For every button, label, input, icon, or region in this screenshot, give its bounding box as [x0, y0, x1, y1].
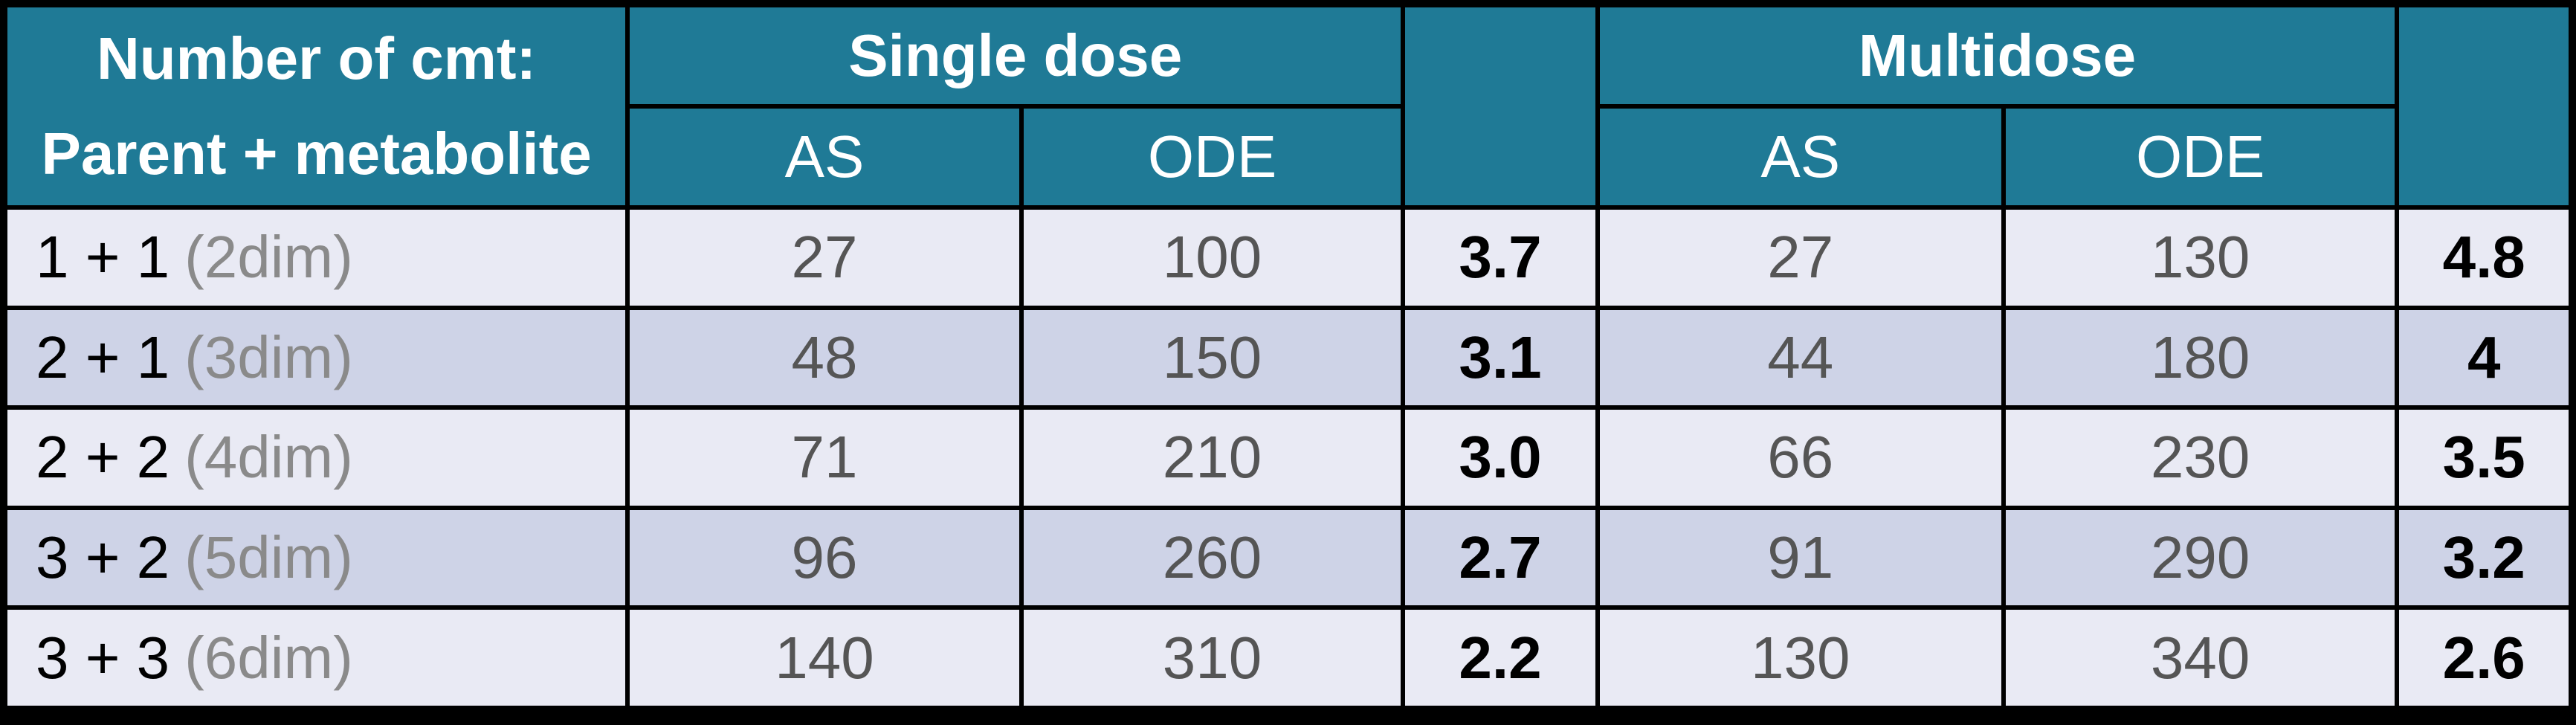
- row-label-dim-note: (3dim): [184, 323, 353, 390]
- row-label-dim-note: (4dim): [184, 424, 353, 491]
- cell-single-ratio: 3.0: [1405, 410, 1595, 506]
- header-group-single-dose: Single dose: [630, 7, 1401, 104]
- cell-multi-as: 27: [1599, 210, 2001, 306]
- cell-multi-ratio: 2.6: [2399, 610, 2569, 706]
- cell-single-ode: 100: [1023, 210, 1401, 306]
- cell-multi-ode: 340: [2005, 610, 2395, 706]
- results-table: Number of cmt: Parent + metabolite Singl…: [7, 7, 2569, 706]
- row-label: 3 + 2 (5dim): [7, 509, 626, 606]
- cell-single-ode: 260: [1023, 509, 1401, 606]
- header-single-ratio-blank: [1405, 7, 1595, 205]
- cell-multi-ode: 230: [2005, 410, 2395, 506]
- cell-multi-ratio: 3.5: [2399, 410, 2569, 506]
- cell-single-as: 48: [630, 309, 1019, 406]
- row-label: 1 + 1 (2dim): [7, 210, 626, 306]
- row-label: 2 + 1 (3dim): [7, 309, 626, 406]
- header-number-of-cmt: Number of cmt: Parent + metabolite: [7, 7, 626, 205]
- header-line-2: Parent + metabolite: [41, 120, 592, 187]
- cell-single-ode: 310: [1023, 610, 1401, 706]
- cell-multi-ratio: 4: [2399, 309, 2569, 406]
- row-label-cmt: 1 + 1: [36, 224, 170, 291]
- subheader-multi-ode: ODE: [2005, 109, 2395, 205]
- cell-multi-ode: 180: [2005, 309, 2395, 406]
- cell-single-as: 140: [630, 610, 1019, 706]
- cell-single-ratio: 3.1: [1405, 309, 1595, 406]
- cell-multi-as: 91: [1599, 509, 2001, 606]
- row-label-cmt: 3 + 2: [36, 524, 170, 591]
- cell-multi-as: 66: [1599, 410, 2001, 506]
- header-line-1: Number of cmt:: [97, 25, 537, 91]
- row-label-dim-note: (2dim): [184, 224, 353, 291]
- header-multi-ratio-blank: [2399, 7, 2569, 205]
- row-label: 2 + 2 (4dim): [7, 410, 626, 506]
- header-group-multidose: Multidose: [1599, 7, 2395, 104]
- cell-multi-ode: 290: [2005, 509, 2395, 606]
- subheader-single-as: AS: [630, 109, 1019, 205]
- subheader-multi-as: AS: [1599, 109, 2001, 205]
- cell-single-ode: 150: [1023, 309, 1401, 406]
- cell-single-ratio: 2.2: [1405, 610, 1595, 706]
- row-label-dim-note: (6dim): [184, 624, 353, 691]
- cell-single-ratio: 3.7: [1405, 210, 1595, 306]
- row-label-dim-note: (5dim): [184, 524, 353, 591]
- cell-single-as: 27: [630, 210, 1019, 306]
- row-label-cmt: 2 + 2: [36, 424, 170, 491]
- cell-multi-ode: 130: [2005, 210, 2395, 306]
- cell-multi-ratio: 4.8: [2399, 210, 2569, 306]
- cell-multi-as: 130: [1599, 610, 2001, 706]
- cell-multi-as: 44: [1599, 309, 2001, 406]
- cell-single-ode: 210: [1023, 410, 1401, 506]
- row-label: 3 + 3 (6dim): [7, 610, 626, 706]
- subheader-single-ode: ODE: [1023, 109, 1401, 205]
- cell-single-as: 71: [630, 410, 1019, 506]
- cell-single-ratio: 2.7: [1405, 509, 1595, 606]
- row-label-cmt: 3 + 3: [36, 624, 170, 691]
- cell-multi-ratio: 3.2: [2399, 509, 2569, 606]
- row-label-cmt: 2 + 1: [36, 323, 170, 390]
- cell-single-as: 96: [630, 509, 1019, 606]
